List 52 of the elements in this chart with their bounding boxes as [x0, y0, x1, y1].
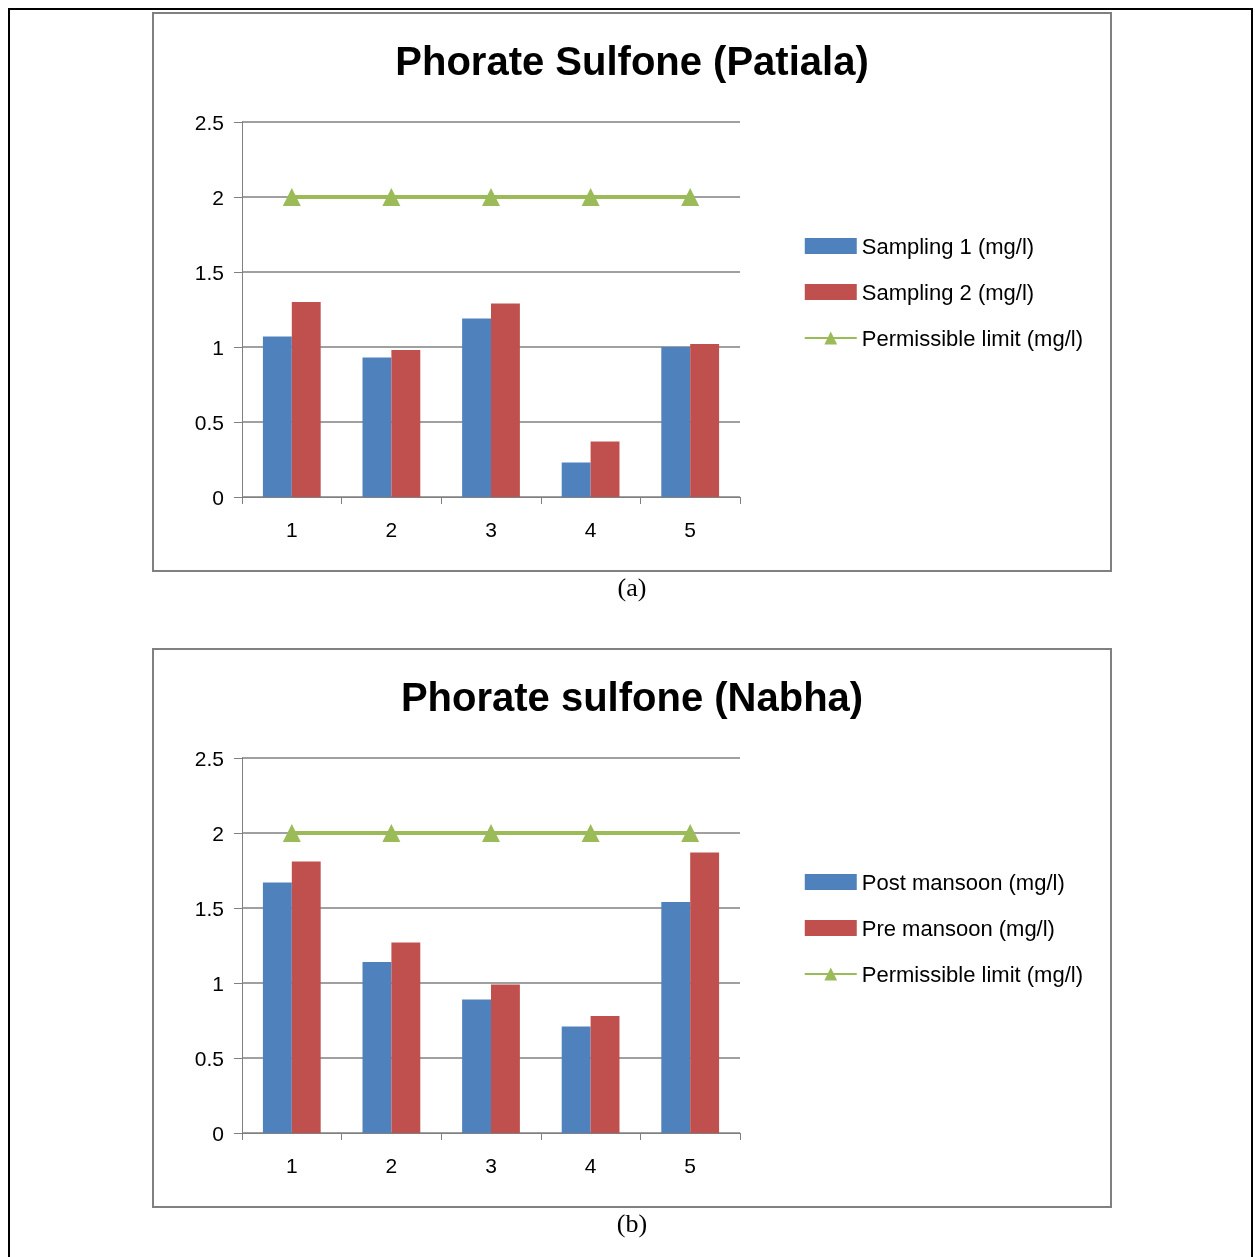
x-tick-label: 4 [584, 1154, 597, 1177]
bar [291, 302, 321, 497]
legend-label: Permissible limit (mg/l) [861, 961, 1084, 987]
x-tick-label: 5 [684, 518, 697, 541]
y-tick-label: 2 [212, 185, 224, 209]
bar [462, 999, 491, 1133]
bar [362, 357, 392, 497]
x-tick-label: 1 [285, 518, 298, 541]
y-tick-label: 0 [212, 485, 224, 509]
chart-title: Phorate Sulfone (Patiala) [395, 39, 869, 83]
y-tick-label: 0.5 [194, 1046, 224, 1070]
text: (b) [615, 1209, 649, 1239]
bar [690, 852, 720, 1133]
bar [491, 984, 520, 1133]
y-tick-label: 1.5 [194, 896, 224, 920]
x-tick-label: 5 [684, 1154, 697, 1177]
legend-label: Sampling 1 (mg/l) [861, 233, 1035, 259]
y-tick-label: 0.5 [194, 410, 224, 434]
legend-label: Sampling 2 (mg/l) [861, 279, 1035, 305]
legend-label: Pre mansoon (mg/l) [861, 915, 1055, 941]
bar [590, 441, 620, 497]
bar [561, 462, 591, 497]
y-tick-label: 1 [212, 335, 224, 359]
bar [661, 902, 691, 1133]
legend-label: Permissible limit (mg/l) [861, 325, 1084, 351]
x-tick-label: 3 [485, 518, 497, 541]
bar [690, 344, 720, 497]
bar [391, 350, 421, 497]
y-tick-label: 2.5 [194, 746, 224, 770]
x-tick-label: 1 [285, 1154, 298, 1177]
y-tick-label: 1.5 [194, 260, 224, 284]
x-tick-label: 3 [485, 1154, 497, 1177]
y-tick-label: 0 [212, 1121, 224, 1145]
x-tick-label: 2 [385, 518, 398, 541]
x-tick-label: 4 [584, 518, 597, 541]
bar [561, 1026, 591, 1133]
bar [262, 882, 292, 1133]
bar [391, 942, 421, 1133]
bar [590, 1016, 620, 1133]
bar [362, 962, 392, 1133]
bar [291, 861, 321, 1133]
x-tick-label: 2 [385, 1154, 398, 1177]
chart-title: Phorate sulfone (Nabha) [400, 675, 864, 719]
y-tick-label: 1 [212, 971, 224, 995]
bar [262, 336, 292, 497]
bar [491, 303, 520, 497]
y-tick-label: 2.5 [194, 110, 224, 134]
legend-label: Post mansoon (mg/l) [861, 869, 1065, 895]
bar [661, 347, 691, 497]
text: (a) [616, 573, 648, 603]
bar [462, 318, 491, 497]
y-tick-label: 2 [212, 821, 224, 845]
